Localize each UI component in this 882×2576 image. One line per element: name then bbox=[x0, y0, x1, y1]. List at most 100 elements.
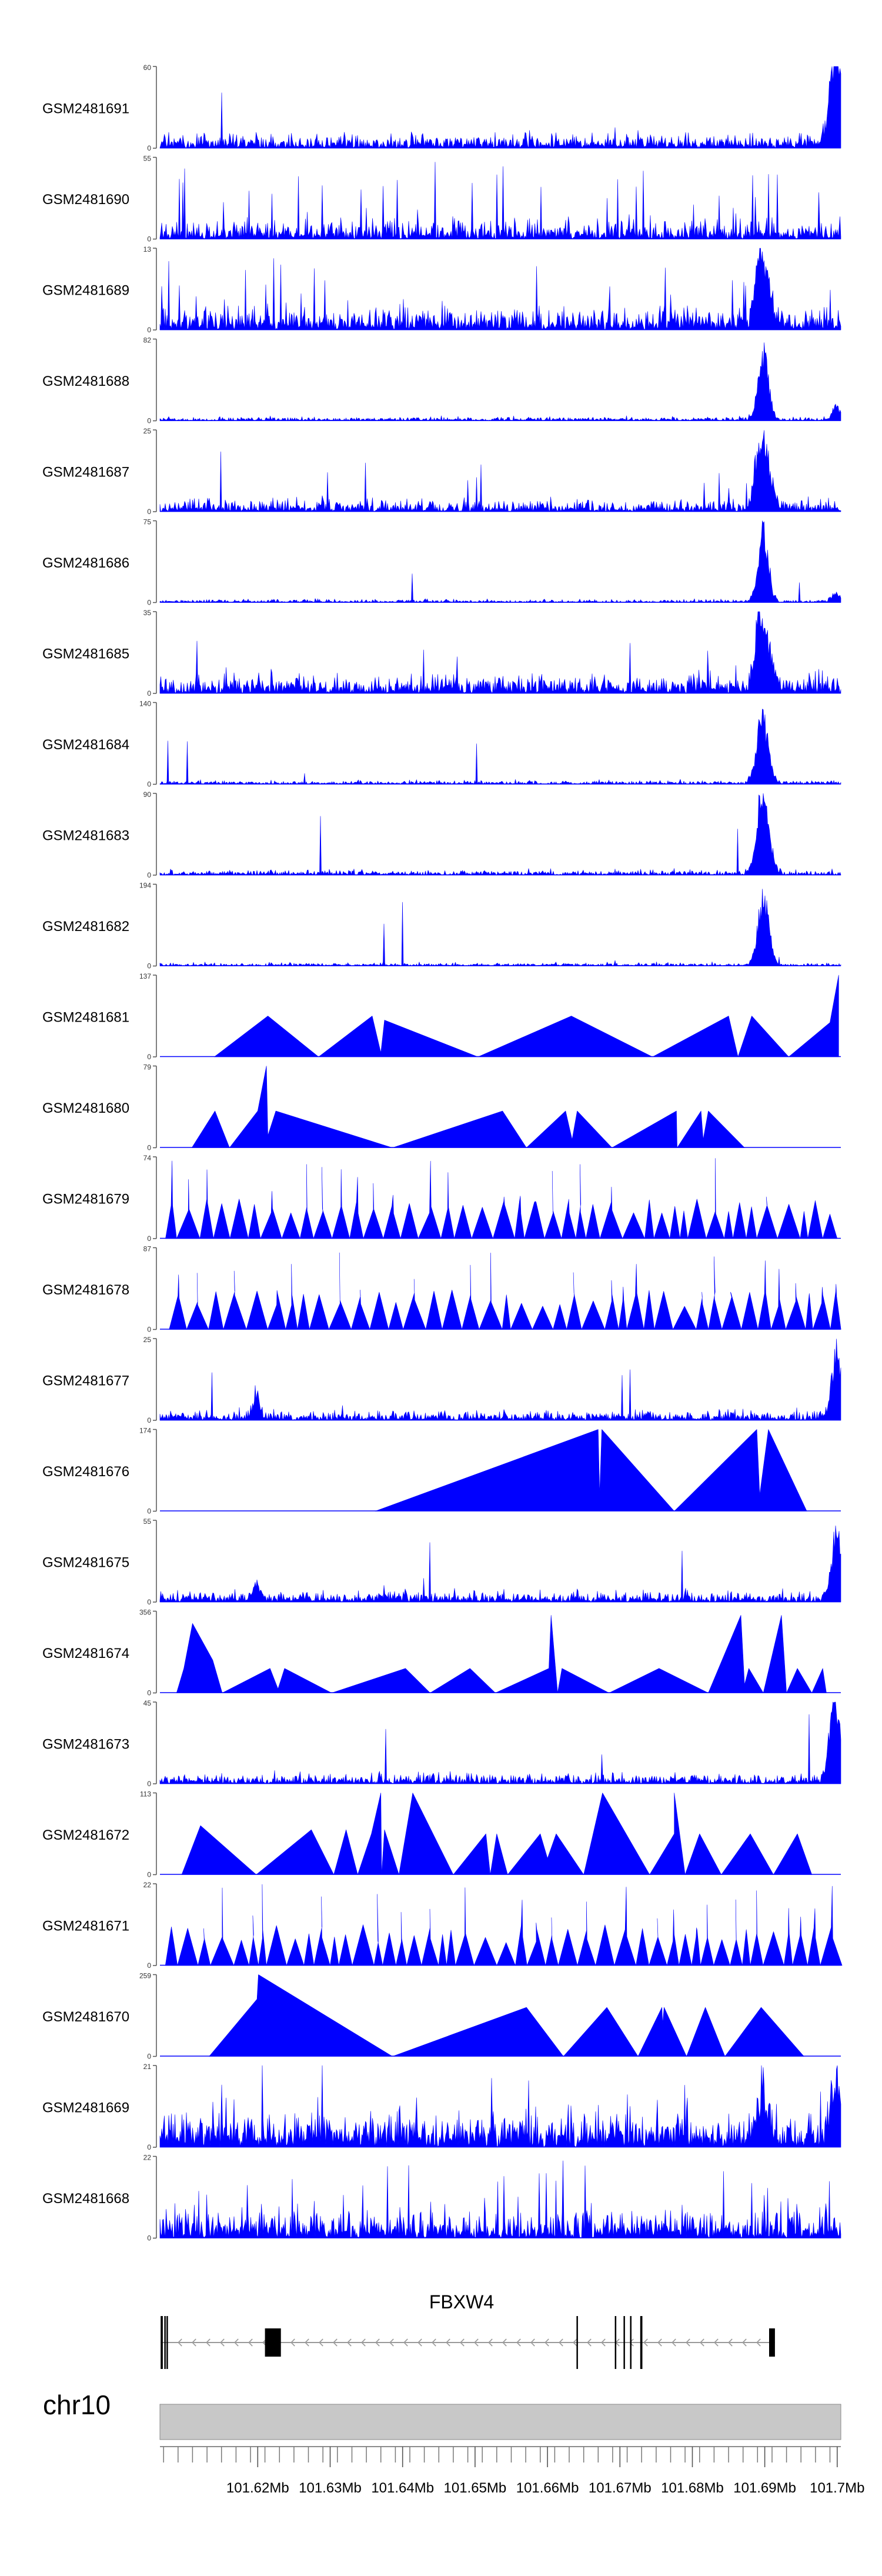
exon-block bbox=[161, 2316, 163, 2369]
strand-arrow-icon bbox=[248, 2338, 253, 2347]
y-max-label: 21 bbox=[143, 2063, 152, 2071]
track-GSM2481676: GSM2481676 174 0 bbox=[42, 1427, 841, 1516]
y-zero-label: 0 bbox=[147, 1416, 151, 1424]
track-name-label: GSM2481668 bbox=[42, 2191, 129, 2207]
track-name-label: GSM2481669 bbox=[42, 2100, 129, 2116]
y-max-label: 75 bbox=[143, 518, 152, 526]
track-GSM2481689: GSM2481689 13 0 bbox=[42, 245, 841, 334]
y-zero-label: 0 bbox=[147, 144, 151, 152]
strand-arrow-icon bbox=[206, 2338, 211, 2347]
y-max-label: 356 bbox=[139, 1609, 151, 1617]
strand-arrow-icon bbox=[587, 2338, 592, 2347]
track-GSM2481679: GSM2481679 74 0 bbox=[42, 1154, 841, 1243]
y-zero-label: 0 bbox=[147, 1144, 151, 1152]
strand-arrow-icon bbox=[700, 2338, 704, 2347]
strand-arrow-icon bbox=[389, 2338, 394, 2347]
strand-arrow-icon bbox=[559, 2338, 563, 2347]
chromosome-label: chr10 bbox=[43, 2390, 111, 2420]
coverage-area bbox=[191, 1066, 745, 1148]
coverage-area bbox=[159, 162, 841, 239]
y-max-label: 82 bbox=[143, 336, 152, 345]
strand-arrow-icon bbox=[347, 2338, 352, 2347]
coverage-area bbox=[159, 1525, 841, 1603]
y-max-label: 22 bbox=[143, 1881, 152, 1889]
strand-arrow-icon bbox=[375, 2338, 380, 2347]
coverage-area bbox=[159, 430, 841, 512]
y-max-label: 13 bbox=[143, 245, 152, 253]
track-name-label: GSM2481674 bbox=[42, 1646, 129, 1661]
coverage-area bbox=[159, 1339, 841, 1421]
gene-annotation-track: FBXW4 bbox=[161, 2291, 775, 2369]
exon-block bbox=[640, 2316, 643, 2369]
y-max-label: 79 bbox=[143, 1063, 152, 1072]
strand-arrow-icon bbox=[671, 2338, 676, 2347]
y-zero-label: 0 bbox=[147, 780, 151, 789]
coverage-area bbox=[159, 709, 841, 785]
track-name-label: GSM2481691 bbox=[42, 101, 129, 117]
track-GSM2481675: GSM2481675 55 0 bbox=[42, 1517, 841, 1606]
exon-block bbox=[623, 2316, 625, 2369]
track-name-label: GSM2481685 bbox=[42, 646, 129, 662]
strand-arrow-icon bbox=[488, 2338, 493, 2347]
strand-arrow-icon bbox=[516, 2338, 521, 2347]
strand-arrow-icon bbox=[446, 2338, 450, 2347]
strand-arrow-icon bbox=[544, 2338, 549, 2347]
strand-arrow-icon bbox=[629, 2338, 634, 2347]
x-tick-label: 101.67Mb bbox=[589, 2480, 652, 2496]
track-GSM2481691: GSM2481691 60 0 bbox=[42, 64, 841, 152]
x-tick-label: 101.63Mb bbox=[299, 2480, 362, 2496]
exon-block bbox=[166, 2316, 168, 2369]
strand-arrow-icon bbox=[742, 2338, 747, 2347]
y-zero-label: 0 bbox=[147, 689, 151, 698]
coverage-area bbox=[159, 2065, 841, 2148]
coverage-area bbox=[375, 1429, 807, 1511]
y-max-label: 137 bbox=[139, 972, 151, 980]
y-zero-label: 0 bbox=[147, 962, 151, 970]
y-max-label: 60 bbox=[143, 64, 152, 72]
y-zero-label: 0 bbox=[147, 1961, 151, 1970]
strand-arrow-icon bbox=[333, 2338, 338, 2347]
strand-arrow-icon bbox=[714, 2338, 719, 2347]
x-tick-label: 101.62Mb bbox=[226, 2480, 289, 2496]
track-GSM2481672: GSM2481672 113 0 bbox=[42, 1790, 841, 1879]
coverage-area bbox=[169, 1252, 841, 1330]
strand-arrow-icon bbox=[601, 2338, 606, 2347]
gene-name-label: FBXW4 bbox=[429, 2291, 494, 2313]
y-max-label: 22 bbox=[143, 2154, 152, 2162]
strand-arrow-icon bbox=[361, 2338, 366, 2347]
coverage-area bbox=[214, 975, 839, 1057]
track-name-label: GSM2481673 bbox=[42, 1737, 129, 1753]
x-tick-label: 101.64Mb bbox=[371, 2480, 434, 2496]
track-name-label: GSM2481686 bbox=[42, 555, 129, 571]
track-GSM2481684: GSM2481684 140 0 bbox=[42, 700, 841, 789]
track-GSM2481690: GSM2481690 55 0 bbox=[42, 155, 841, 243]
y-zero-label: 0 bbox=[147, 1780, 151, 1788]
y-zero-label: 0 bbox=[147, 1326, 151, 1334]
track-GSM2481669: GSM2481669 21 0 bbox=[42, 2063, 841, 2151]
coverage-area bbox=[176, 1615, 827, 1693]
y-zero-label: 0 bbox=[147, 2143, 151, 2151]
track-GSM2481685: GSM2481685 35 0 bbox=[42, 609, 841, 698]
track-GSM2481677: GSM2481677 25 0 bbox=[42, 1336, 841, 1424]
track-GSM2481673: GSM2481673 45 0 bbox=[42, 1699, 841, 1788]
track-GSM2481687: GSM2481687 25 0 bbox=[42, 427, 841, 516]
exon-block bbox=[614, 2316, 617, 2369]
strand-arrow-icon bbox=[657, 2338, 662, 2347]
y-max-label: 259 bbox=[139, 1972, 151, 1980]
strand-arrow-icon bbox=[192, 2338, 196, 2347]
strand-arrow-icon bbox=[290, 2338, 295, 2347]
track-GSM2481681: GSM2481681 137 0 bbox=[42, 972, 841, 1061]
x-tick-label: 101.69Mb bbox=[733, 2480, 796, 2496]
y-max-label: 45 bbox=[143, 1699, 152, 1707]
strand-arrow-icon bbox=[530, 2338, 535, 2347]
coverage-area bbox=[159, 889, 841, 966]
y-zero-label: 0 bbox=[147, 599, 151, 607]
track-name-label: GSM2481687 bbox=[42, 465, 129, 481]
exon-block bbox=[630, 2316, 632, 2369]
track-GSM2481670: GSM2481670 259 0 bbox=[42, 1972, 841, 2061]
track-name-label: GSM2481671 bbox=[42, 1918, 129, 1934]
strand-arrow-icon bbox=[403, 2338, 408, 2347]
y-zero-label: 0 bbox=[147, 1234, 151, 1243]
y-max-label: 25 bbox=[143, 1336, 152, 1344]
